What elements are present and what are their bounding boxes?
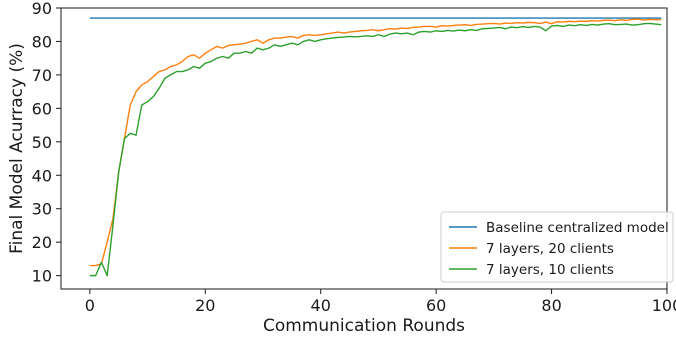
plot-area-frame bbox=[60, 7, 668, 290]
x-tick-label: 60 bbox=[426, 296, 446, 315]
x-axis-label: Communication Rounds bbox=[263, 316, 465, 336]
legend-label: 7 layers, 10 clients bbox=[486, 262, 614, 278]
y-tick-label: 50 bbox=[32, 133, 52, 152]
y-tick-label: 60 bbox=[32, 99, 52, 118]
legend-box bbox=[440, 211, 674, 283]
x-tick-label: 0 bbox=[85, 296, 95, 315]
x-tick-label: 40 bbox=[311, 296, 331, 315]
y-tick-label: 90 bbox=[32, 0, 52, 18]
series-line-3 bbox=[89, 22, 662, 277]
x-tick-label: 20 bbox=[195, 296, 215, 315]
series-line-2 bbox=[89, 18, 662, 267]
y-tick-label: 30 bbox=[32, 200, 52, 219]
y-tick-label: 40 bbox=[32, 166, 52, 185]
legend-label: Baseline centralized model bbox=[486, 220, 669, 236]
y-tick-label: 20 bbox=[32, 233, 52, 252]
y-tick-label: 80 bbox=[32, 32, 52, 51]
y-axis-label: Final Model Acurracy (%) bbox=[7, 43, 27, 254]
chart-legend: Baseline centralized model 7 layers, 20 c… bbox=[440, 211, 674, 283]
legend-label: 7 layers, 20 clients bbox=[486, 241, 614, 257]
x-tick-label: 100 bbox=[652, 296, 676, 315]
x-tick-label: 80 bbox=[541, 296, 561, 315]
y-tick-label: 70 bbox=[32, 66, 52, 85]
axis-ticks: 0 20 40 60 80 100 10 20 30 40 50 60 70 80 90 bbox=[32, 0, 676, 315]
y-tick-label: 10 bbox=[32, 267, 52, 286]
series-lines bbox=[89, 17, 662, 277]
